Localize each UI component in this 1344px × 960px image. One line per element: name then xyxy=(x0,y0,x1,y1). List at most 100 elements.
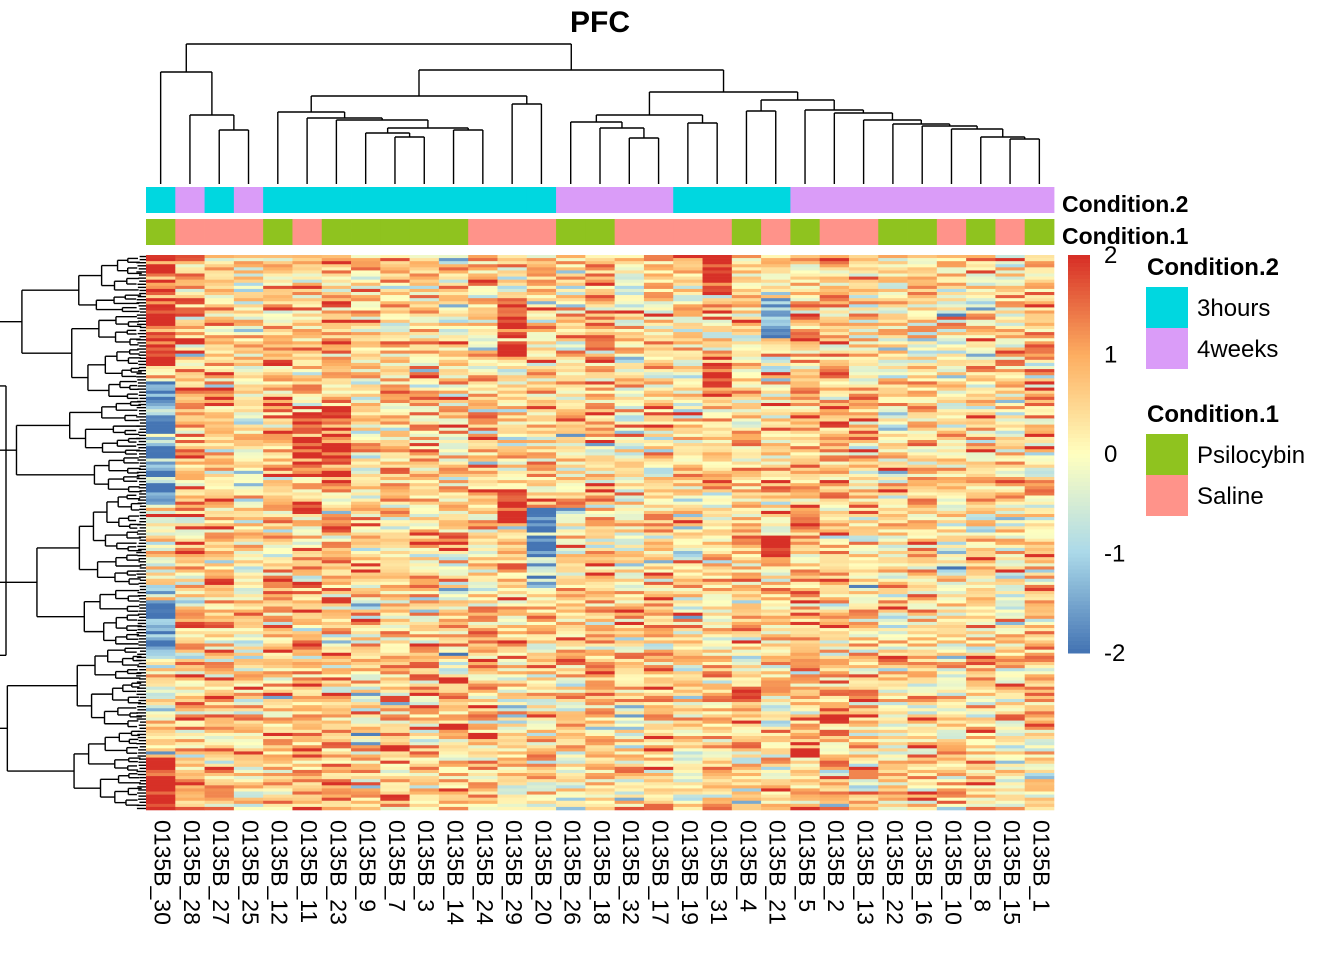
heatmap-cell xyxy=(614,612,645,617)
heatmap-cell xyxy=(351,396,381,401)
heatmap-cell xyxy=(995,594,1026,598)
heatmap-cell xyxy=(526,381,557,385)
heatmap-cell xyxy=(204,427,235,432)
heatmap-cell xyxy=(643,662,674,666)
heatmap-cell xyxy=(438,406,469,410)
heatmap-cell xyxy=(263,464,293,469)
heatmap-cell xyxy=(233,680,264,684)
heatmap-cell xyxy=(907,480,938,484)
heatmap-cell xyxy=(673,381,703,385)
heatmap-cell xyxy=(380,264,410,268)
heatmap-cell xyxy=(409,625,440,629)
heatmap-cell xyxy=(321,375,352,379)
heatmap-cell xyxy=(643,646,674,650)
heatmap-cell xyxy=(321,504,352,509)
heatmap-cell xyxy=(731,569,762,573)
heatmap-cell xyxy=(731,381,762,385)
heatmap-cell xyxy=(146,273,176,277)
heatmap-cell xyxy=(761,615,791,620)
heatmap-cell xyxy=(526,467,557,472)
annotation-cell-condition-1 xyxy=(233,219,264,245)
heatmap-cell xyxy=(907,409,938,413)
heatmap-cell xyxy=(907,486,938,490)
heatmap-cell xyxy=(204,449,235,453)
heatmap-cell xyxy=(585,322,615,327)
heatmap-cell xyxy=(497,390,528,395)
heatmap-cell xyxy=(175,606,205,610)
heatmap-cell xyxy=(380,544,410,549)
heatmap-cell xyxy=(702,455,733,459)
heatmap-cell xyxy=(380,366,410,370)
heatmap-cell xyxy=(409,541,440,546)
heatmap-cell xyxy=(556,612,586,617)
heatmap-cell xyxy=(819,292,850,296)
heatmap-cell xyxy=(966,557,996,561)
heatmap-cell xyxy=(731,446,762,450)
heatmap-cell xyxy=(761,523,791,527)
heatmap-cell xyxy=(614,347,645,351)
heatmap-cell xyxy=(614,618,645,623)
heatmap-cell xyxy=(556,458,586,462)
heatmap-cell xyxy=(819,390,850,395)
heatmap-cell xyxy=(614,366,645,370)
heatmap-cell xyxy=(731,332,762,336)
heatmap-cell xyxy=(702,680,733,684)
heatmap-cell xyxy=(936,381,967,385)
heatmap-cell xyxy=(643,612,674,617)
heatmap-cell xyxy=(438,495,469,499)
heatmap-cell xyxy=(761,646,791,650)
heatmap-cell xyxy=(409,557,440,561)
heatmap-cell xyxy=(556,517,586,521)
heatmap-cell xyxy=(233,390,264,395)
heatmap-cell xyxy=(497,658,528,663)
heatmap-cell xyxy=(966,258,996,262)
heatmap-cell xyxy=(995,409,1026,413)
heatmap-cell xyxy=(995,390,1026,395)
heatmap-cell xyxy=(497,418,528,422)
heatmap-cell xyxy=(966,452,996,456)
heatmap-cell xyxy=(1024,436,1055,441)
heatmap-cell xyxy=(643,557,674,561)
heatmap-cell xyxy=(614,526,645,530)
heatmap-cell xyxy=(468,335,498,339)
heatmap-cell xyxy=(351,301,381,305)
heatmap-cell xyxy=(175,338,205,342)
heatmap-cell xyxy=(351,655,381,660)
heatmap-cell xyxy=(497,597,528,601)
heatmap-cell xyxy=(175,267,205,271)
heatmap-cell xyxy=(321,316,352,321)
heatmap-cell xyxy=(907,631,938,635)
heatmap-cell xyxy=(351,298,381,302)
heatmap-cell xyxy=(995,609,1026,613)
heatmap-cell xyxy=(643,387,674,391)
heatmap-cell xyxy=(468,458,498,462)
heatmap-cell xyxy=(175,600,205,604)
heatmap-cell xyxy=(263,658,293,663)
heatmap-cell xyxy=(468,501,498,506)
heatmap-cell xyxy=(321,399,352,404)
heatmap-cell xyxy=(263,313,293,317)
heatmap-cell xyxy=(497,606,528,610)
heatmap-cell xyxy=(497,443,528,447)
heatmap-cell xyxy=(526,356,557,361)
heatmap-cell xyxy=(907,668,938,672)
heatmap-cell xyxy=(263,418,293,422)
column-dendrogram xyxy=(159,43,1041,184)
heatmap-cell xyxy=(380,285,410,290)
heatmap-cell xyxy=(233,285,264,290)
heatmap-cell xyxy=(438,341,469,345)
heatmap-cell xyxy=(907,372,938,376)
heatmap-cell xyxy=(497,433,528,438)
heatmap-cell xyxy=(175,572,205,576)
heatmap-cell xyxy=(321,652,352,657)
heatmap-cell xyxy=(848,316,879,321)
heatmap-cell xyxy=(819,547,850,552)
heatmap-cell xyxy=(1024,399,1055,404)
heatmap-cell xyxy=(204,480,235,484)
heatmap-cell xyxy=(936,547,967,552)
heatmap-cell xyxy=(848,538,879,543)
heatmap-cell xyxy=(995,301,1026,305)
heatmap-cell xyxy=(673,529,703,533)
heatmap-cell xyxy=(204,325,235,330)
heatmap-cell xyxy=(878,643,908,647)
